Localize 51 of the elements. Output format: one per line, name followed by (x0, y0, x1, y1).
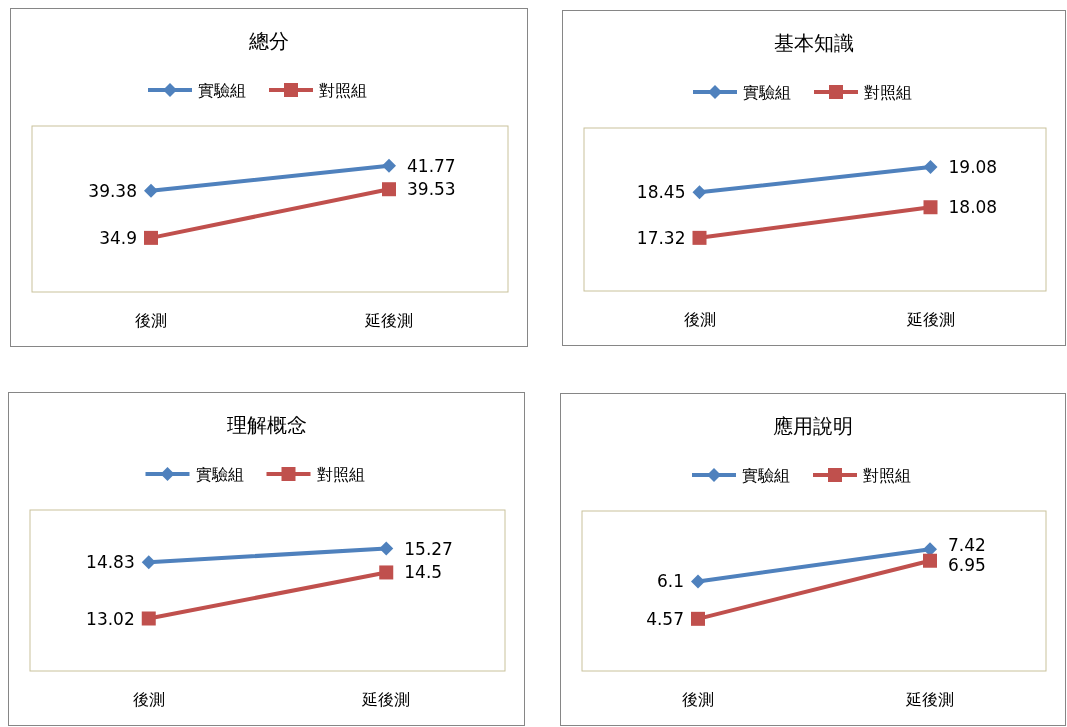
x-tick-label: 延後測 (905, 310, 955, 329)
legend-label: 對照組 (316, 465, 365, 484)
data-label: 13.02 (86, 608, 135, 629)
legend-label: 實驗組 (742, 466, 790, 485)
point (382, 158, 396, 173)
data-label: 15.27 (404, 538, 453, 559)
chart-title: 應用說明 (773, 414, 853, 438)
point (144, 183, 158, 198)
data-label: 17.32 (636, 227, 686, 248)
x-tick-label: 後測 (135, 311, 167, 330)
point (379, 541, 394, 556)
data-label: 14.83 (86, 552, 135, 573)
point (923, 159, 938, 174)
legend-label: 對照組 (864, 83, 912, 102)
point (141, 555, 156, 570)
point (382, 182, 396, 197)
data-label: 41.77 (407, 155, 456, 176)
data-label: 18.45 (636, 182, 686, 203)
x-tick-label: 後測 (683, 310, 716, 329)
data-label: 14.5 (404, 562, 443, 583)
data-label: 34.9 (99, 227, 137, 248)
legend-label: 對照組 (319, 81, 367, 100)
data-label: 7.42 (948, 535, 986, 555)
legend-label: 實驗組 (195, 465, 244, 484)
legend-label: 對照組 (863, 466, 911, 485)
x-tick-label: 後測 (132, 690, 165, 709)
point (692, 230, 707, 245)
data-label: 6.1 (656, 571, 684, 592)
data-label: 18.08 (948, 197, 998, 218)
point (692, 185, 707, 200)
point (923, 553, 937, 568)
point (141, 611, 156, 626)
point (144, 230, 158, 245)
data-label: 19.08 (948, 156, 998, 177)
chart-title: 總分 (248, 29, 289, 53)
point (691, 611, 705, 626)
x-tick-label: 後測 (682, 690, 714, 709)
data-label: 4.57 (646, 608, 684, 629)
data-label: 39.38 (88, 180, 137, 201)
x-tick-label: 延後測 (361, 690, 411, 709)
x-tick-label: 延後測 (364, 311, 413, 330)
x-tick-label: 延後測 (905, 690, 954, 709)
data-label: 6.95 (948, 555, 986, 575)
point (379, 565, 394, 580)
point (923, 200, 938, 215)
chart-title: 理解概念 (226, 413, 307, 437)
point (691, 574, 705, 589)
chart-title: 基本知識 (774, 31, 854, 55)
data-label: 39.53 (407, 179, 456, 200)
legend-label: 實驗組 (743, 83, 791, 102)
legend-label: 實驗組 (198, 81, 246, 100)
